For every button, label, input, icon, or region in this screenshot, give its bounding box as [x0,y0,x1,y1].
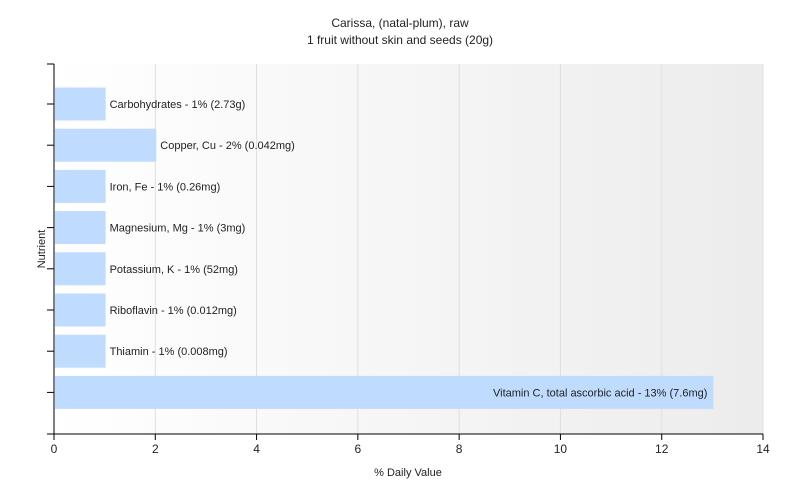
bar [55,87,106,121]
bar-label: Riboflavin - 1% (0.012mg) [110,305,237,317]
bar-labels: Carbohydrates - 1% (2.73g) Copper, Cu - 2… [110,99,708,399]
bar-label: Vitamin C, total ascorbic acid - 13% (7.… [493,387,707,399]
gridlines [154,64,764,434]
x-tick-label: 12 [655,442,669,456]
bar-label: Copper, Cu - 2% (0.042mg) [160,140,295,152]
bar [55,375,714,409]
y-axis-label: Nutrient [36,230,48,269]
bar-label: Carbohydrates - 1% (2.73g) [110,99,246,111]
x-tick-label: 10 [554,442,568,456]
x-tick-label: 0 [51,442,58,456]
bar-label: Thiamin - 1% (0.008mg) [110,346,228,358]
x-tick-label: 14 [756,442,770,456]
bar-label: Potassium, K - 1% (52mg) [110,264,238,276]
bar [55,128,157,162]
bar [55,252,106,286]
x-tick-label: 8 [456,442,463,456]
bar-label: Iron, Fe - 1% (0.26mg) [110,181,221,193]
x-axis-label: % Daily Value [374,467,442,479]
chart-title: Carissa, (natal-plum), raw [331,16,469,30]
chart-subtitle: 1 fruit without skin and seeds (20g) [307,33,493,47]
plot-area [54,64,763,434]
x-tick-label: 2 [152,442,159,456]
bar [55,293,106,327]
axes: 0 2 4 6 8 10 12 14 [47,63,770,456]
bar [55,169,106,203]
x-tick-label: 6 [355,442,362,456]
bar [55,211,106,245]
bar [55,334,106,368]
bars [55,87,714,409]
x-tick-label: 4 [253,442,260,456]
bar-label: Magnesium, Mg - 1% (3mg) [110,223,246,235]
